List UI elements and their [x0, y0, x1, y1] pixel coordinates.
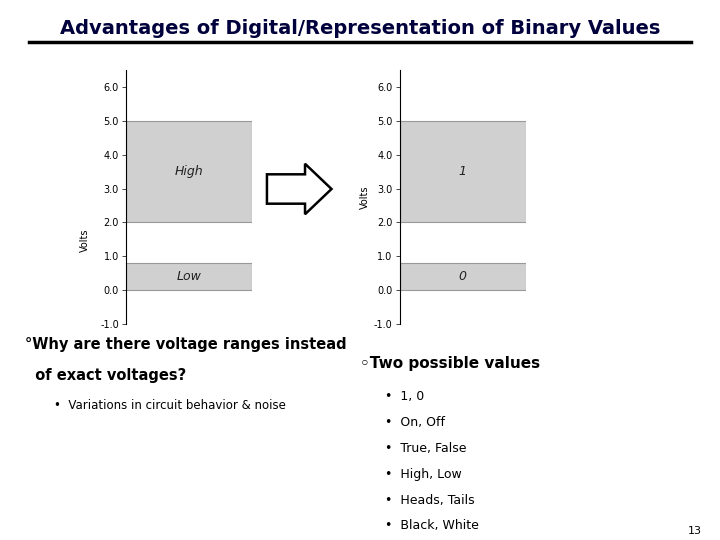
- Text: Advantages of Digital/Representation of Binary Values: Advantages of Digital/Representation of …: [60, 19, 660, 38]
- Bar: [400, 121, 526, 222]
- Y-axis label: Volts: Volts: [360, 185, 370, 209]
- Text: ◦Two possible values: ◦Two possible values: [360, 356, 540, 372]
- Text: •  On, Off: • On, Off: [385, 416, 445, 429]
- Text: High: High: [175, 165, 203, 178]
- Text: Volts: Volts: [80, 228, 90, 252]
- Text: °Why are there voltage ranges instead: °Why are there voltage ranges instead: [25, 338, 347, 353]
- Text: •  Heads, Tails: • Heads, Tails: [385, 494, 474, 507]
- Text: 13: 13: [688, 525, 702, 536]
- Text: •  True, False: • True, False: [385, 442, 467, 455]
- Text: of exact voltages?: of exact voltages?: [25, 368, 186, 383]
- Bar: [400, 263, 526, 290]
- Bar: [126, 263, 252, 290]
- Text: •  Black, White: • Black, White: [385, 519, 479, 532]
- Bar: [126, 121, 252, 222]
- Text: •  1, 0: • 1, 0: [385, 390, 425, 403]
- Text: •  Variations in circuit behavior & noise: • Variations in circuit behavior & noise: [54, 399, 286, 411]
- Text: 1: 1: [459, 165, 467, 178]
- FancyArrow shape: [267, 164, 331, 214]
- Text: 0: 0: [459, 270, 467, 283]
- Text: Low: Low: [176, 270, 202, 283]
- Text: •  High, Low: • High, Low: [385, 468, 462, 481]
